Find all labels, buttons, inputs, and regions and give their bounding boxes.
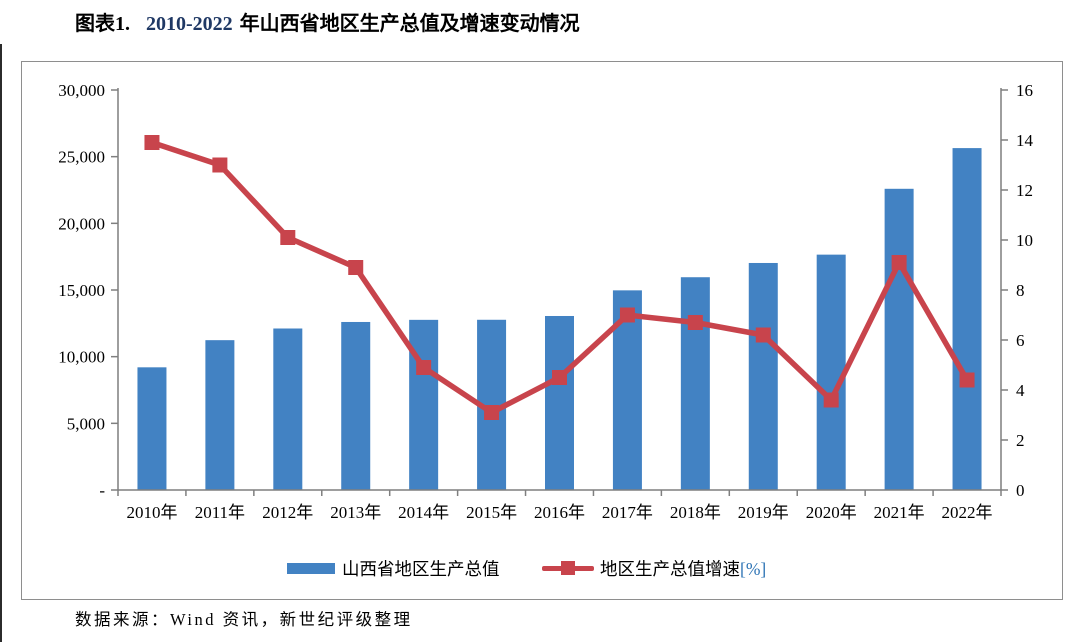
right-axis-tick-label: 2 [1016, 431, 1025, 450]
right-axis-tick-label: 12 [1016, 181, 1033, 200]
right-axis-tick-label: 16 [1016, 81, 1033, 100]
gdp-bar-2021年 [884, 188, 914, 491]
growth-marker-2011年 [212, 157, 228, 173]
growth-marker-2017年 [619, 307, 635, 323]
left-axis-tick-label: - [99, 481, 105, 500]
growth-marker-2013年 [348, 260, 364, 275]
x-axis-label: 2013年 [330, 503, 381, 522]
chart-legend: 山西省地区生产总值 地区生产总值增速[%] [0, 555, 1072, 581]
table-cell-left-border [0, 44, 2, 642]
growth-line-swatch-icon [542, 560, 594, 576]
gdp-bar-2013年 [341, 321, 371, 490]
growth-marker-2014年 [416, 360, 432, 375]
gdp-bar-2022年 [952, 148, 982, 490]
right-axis-tick-label: 4 [1016, 381, 1025, 400]
left-axis-tick-label: 30,000 [58, 81, 105, 100]
x-axis-label: 2011年 [195, 503, 245, 522]
gdp-bar-2010年 [137, 367, 167, 490]
x-axis-label: 2012年 [262, 503, 313, 522]
left-axis-tick-label: 10,000 [58, 348, 105, 367]
growth-marker-2015年 [484, 405, 500, 420]
x-axis-label: 2022年 [942, 503, 993, 522]
growth-marker-2010年 [144, 135, 160, 150]
chart-title-text: 年山西省地区生产总值及增速变动情况 [239, 13, 580, 35]
right-axis-tick-label: 14 [1016, 131, 1034, 150]
x-axis-label: 2021年 [874, 503, 925, 522]
gdp-bar-2011年 [205, 340, 235, 490]
left-axis-tick-label: 15,000 [58, 281, 105, 300]
gdp-bar-2016年 [545, 315, 574, 490]
chart-title: 图表1. 2010-2022 年山西省地区生产总值及增速变动情况 [75, 7, 580, 36]
right-axis-tick-label: 8 [1016, 281, 1025, 300]
right-axis-tick-label: 10 [1016, 231, 1033, 250]
growth-marker-2021年 [891, 255, 907, 270]
legend-item-growth: 地区生产总值增速[%] [542, 555, 766, 581]
x-axis-label: 2014年 [398, 503, 449, 522]
x-axis-label: 2016年 [534, 503, 585, 522]
legend-label-growth: 地区生产总值增速[%] [600, 558, 767, 579]
x-axis-label: 2010年 [126, 503, 177, 522]
gdp-bar-2019年 [748, 262, 778, 490]
x-axis-label: 2015年 [466, 503, 517, 522]
chart-title-year-range: 2010-2022 [146, 13, 233, 35]
gdp-bar-2014年 [409, 319, 439, 490]
x-axis-label: 2017年 [602, 503, 653, 522]
x-axis-label: 2019年 [738, 503, 789, 522]
right-axis-tick-label: 0 [1016, 481, 1025, 500]
growth-marker-2020年 [823, 392, 839, 408]
x-axis-label: 2020年 [806, 503, 857, 522]
left-axis-tick-label: 5,000 [67, 414, 105, 433]
data-source-note: 数据来源：Wind 资讯，新世纪评级整理 [75, 610, 413, 629]
growth-marker-2018年 [687, 315, 703, 330]
gdp-bar-2018年 [680, 277, 710, 490]
legend-item-gdp: 山西省地区生产总值 [287, 555, 500, 581]
legend-label-gdp: 山西省地区生产总值 [342, 558, 500, 579]
growth-marker-2019年 [755, 327, 771, 343]
legend-unit-percent: [%] [740, 558, 767, 579]
gdp-bar-swatch-icon [287, 562, 335, 574]
gdp-bar-2012年 [273, 328, 303, 490]
growth-marker-2012年 [280, 230, 296, 245]
chart-title-prefix: 图表1. [75, 13, 130, 35]
x-axis-label: 2018年 [670, 503, 721, 522]
growth-marker-2022年 [959, 372, 975, 388]
left-axis-tick-label: 20,000 [58, 214, 105, 233]
gdp-bar-2020年 [816, 254, 846, 490]
right-axis-tick-label: 6 [1016, 331, 1025, 350]
left-axis-tick-label: 25,000 [58, 148, 105, 167]
growth-marker-2016年 [552, 370, 567, 385]
